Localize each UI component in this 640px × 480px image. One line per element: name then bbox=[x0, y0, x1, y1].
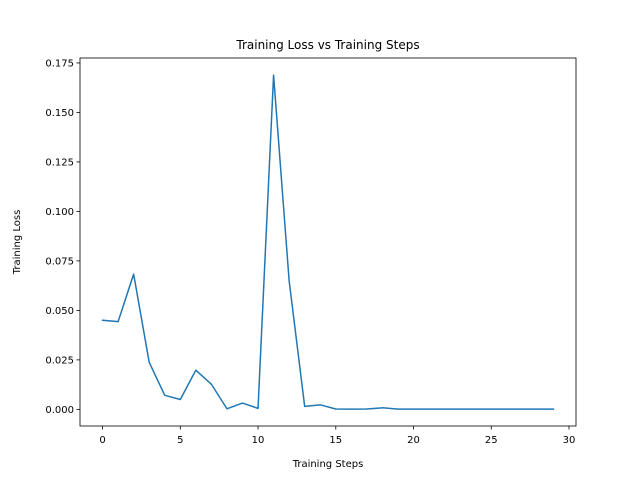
x-tick-label: 0 bbox=[99, 435, 105, 446]
y-tick-label: 0.025 bbox=[45, 355, 74, 366]
y-tick-label: 0.075 bbox=[45, 256, 74, 267]
x-tick-label: 30 bbox=[563, 435, 576, 446]
y-tick-label: 0.050 bbox=[45, 306, 74, 317]
x-tick-label: 10 bbox=[252, 435, 265, 446]
x-axis-title: Training Steps bbox=[292, 459, 364, 470]
x-tick-label: 20 bbox=[407, 435, 420, 446]
y-tick-label: 0.150 bbox=[45, 108, 74, 119]
y-tick-label: 0.100 bbox=[45, 207, 74, 218]
y-axis: 0.000 0.025 0.050 0.075 0.100 0.125 0.150 0.175 bbox=[45, 58, 80, 416]
x-tick-label: 25 bbox=[485, 435, 498, 446]
series-layer bbox=[101, 74, 555, 410]
x-tick-label: 5 bbox=[177, 435, 183, 446]
x-tick-label: 15 bbox=[329, 435, 342, 446]
y-axis-title: Training Loss bbox=[12, 210, 23, 276]
chart-title: Training Loss vs Training Steps bbox=[235, 38, 419, 52]
series-line bbox=[101, 74, 555, 410]
y-tick-label: 0.000 bbox=[45, 405, 74, 416]
y-tick-label: 0.175 bbox=[45, 58, 74, 69]
plot-area-frame bbox=[79, 57, 577, 427]
y-tick-label: 0.125 bbox=[45, 157, 74, 168]
x-axis: 0 5 10 15 20 25 30 bbox=[99, 426, 575, 446]
